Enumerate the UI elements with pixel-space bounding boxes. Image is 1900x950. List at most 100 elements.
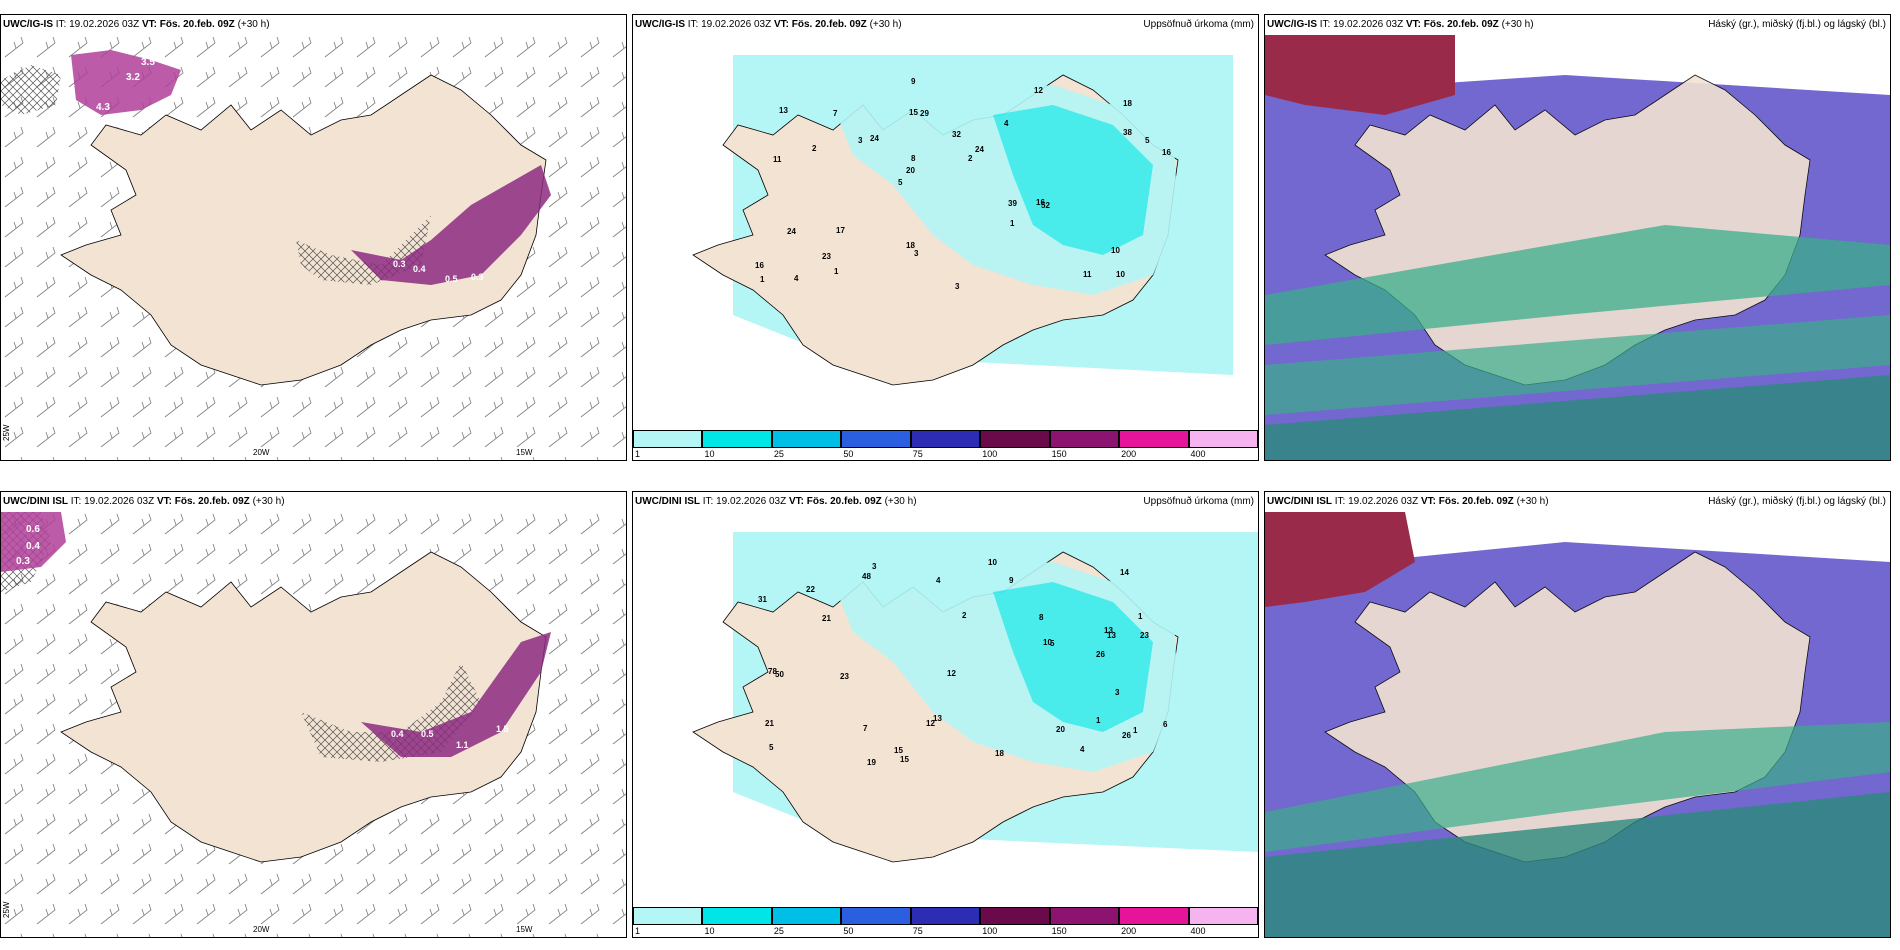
precip-value: 4: [936, 576, 941, 585]
precip-map: 1112531371421233126152122264813137850181…: [692, 532, 1258, 863]
precip-value: 3: [955, 282, 960, 291]
precip-value: 32: [952, 130, 961, 139]
precip-value: 18: [906, 241, 915, 250]
precip-value: 39: [1008, 199, 1017, 208]
precip-value: 26: [1122, 731, 1131, 740]
precip-value: 5: [1145, 136, 1150, 145]
precip-value: 5: [1050, 639, 1055, 648]
svg-text:0.4: 0.4: [391, 729, 404, 739]
purple-precip-se: [361, 632, 551, 757]
precip-value: 13: [1104, 626, 1113, 635]
precip-value: 24: [787, 227, 796, 236]
wind-map: 3.5 3.2 4.3 0.3 0.4 0.5 0.3 20W 15W 25W: [1, 35, 626, 460]
legend-swatch: [841, 907, 911, 925]
precip-value: 18: [995, 749, 1004, 758]
legend-label: 400: [1190, 926, 1206, 936]
legend-swatch: [771, 907, 842, 925]
precip-value: 17: [836, 226, 845, 235]
panel-header: UWC/IG-IS IT: 19.02.2026 03Z VT: Fös. 20…: [1267, 19, 1534, 30]
precip-value: 6: [1163, 720, 1168, 729]
legend-swatch: [980, 430, 1050, 448]
precip-value: 15: [894, 746, 903, 755]
precip-value: 52: [1041, 201, 1050, 210]
svg-text:0.5: 0.5: [421, 729, 434, 739]
legend-label: 100: [982, 926, 998, 936]
legend-label: 10: [704, 449, 715, 459]
svg-text:0.5: 0.5: [445, 274, 458, 284]
precip-value: 10: [1111, 246, 1120, 255]
precip-value: 20: [1056, 725, 1065, 734]
legend-swatch: [633, 907, 703, 925]
panel-precip-ig-is: UWC/IG-IS IT: 19.02.2026 03Z VT: Fös. 20…: [632, 14, 1259, 461]
precip-value: 50: [775, 670, 784, 679]
precip-value: 10: [988, 558, 997, 567]
legend-swatch: [702, 907, 772, 925]
precip-value: 13: [779, 106, 788, 115]
iceland-land: [60, 551, 547, 863]
svg-text:20W: 20W: [253, 925, 270, 934]
precip-value: 9: [911, 77, 916, 86]
legend-swatch: [1188, 907, 1258, 925]
legend-label: 50: [843, 449, 854, 459]
svg-text:20W: 20W: [253, 448, 270, 457]
svg-text:15W: 15W: [516, 925, 533, 934]
svg-text:15W: 15W: [516, 448, 533, 457]
precip-value: 5: [769, 743, 774, 752]
svg-text:3.5: 3.5: [141, 57, 155, 68]
svg-text:25W: 25W: [2, 901, 11, 918]
panel-precip-dini: UWC/DINI ISL IT: 19.02.2026 03Z VT: Fös.…: [632, 491, 1259, 938]
panel-title: Uppsöfnuð úrkoma (mm): [1143, 19, 1254, 30]
precip-value: 23: [1140, 631, 1149, 640]
legend-swatch: [633, 430, 703, 448]
legend-label: 25: [773, 926, 784, 936]
precip-map: 1011185441532242416232924521391639382018…: [692, 55, 1233, 386]
precip-value: 15: [909, 108, 918, 117]
precip-value: 16: [1036, 198, 1045, 207]
precip-value: 21: [822, 614, 831, 623]
legend-swatch: [1188, 430, 1258, 448]
precip-value: 1: [1096, 716, 1101, 725]
precip-value: 4: [1080, 745, 1085, 754]
precip-value: 12: [1034, 86, 1043, 95]
precip-value: 3: [858, 136, 863, 145]
legend-label: 10: [704, 926, 715, 936]
panel-clouds-dini: UWC/DINI ISL IT: 19.02.2026 03Z VT: Fös.…: [1264, 491, 1891, 938]
precip-value: 1: [1138, 612, 1143, 621]
legend-label: 50: [843, 926, 854, 936]
legend-swatch: [980, 907, 1050, 925]
legend-swatch: [1119, 907, 1189, 925]
svg-text:0.4: 0.4: [26, 541, 40, 552]
legend-label: 75: [912, 449, 923, 459]
legend-label: 100: [982, 449, 998, 459]
precip-value: 23: [840, 672, 849, 681]
panel-header: UWC/DINI ISL IT: 19.02.2026 03Z VT: Fös.…: [3, 496, 285, 507]
panel-header: UWC/IG-IS IT: 19.02.2026 03Z VT: Fös. 20…: [3, 19, 270, 30]
precip-value: 7: [863, 724, 868, 733]
precip-value: 29: [920, 109, 929, 118]
precip-value: 22: [806, 585, 815, 594]
precip-value: 19: [867, 758, 876, 767]
precip-value: 13: [933, 714, 942, 723]
svg-text:0.3: 0.3: [393, 259, 406, 269]
precip-value: 3: [1115, 688, 1120, 697]
svg-text:0.4: 0.4: [413, 264, 426, 274]
legend-swatch: [841, 430, 911, 448]
svg-text:0.3: 0.3: [16, 556, 30, 567]
precip-value: 24: [870, 134, 879, 143]
svg-text:25W: 25W: [2, 424, 11, 441]
legend-label: 1: [635, 449, 641, 459]
legend-swatch: [1049, 907, 1120, 925]
legend-swatch: [910, 907, 981, 925]
svg-text:1.1: 1.1: [456, 740, 469, 750]
precip-value: 2: [812, 144, 817, 153]
wind-map: 0.6 0.4 0.3 0.4 0.5 1.1 1.5 20W 15W 25W: [1, 512, 626, 937]
legend-swatch: [1119, 430, 1189, 448]
precip-value: 8: [911, 154, 916, 163]
legend-label: 75: [912, 926, 923, 936]
panel-header: UWC/DINI ISL IT: 19.02.2026 03Z VT: Fös.…: [1267, 496, 1549, 507]
precip-value: 3: [914, 249, 919, 258]
iceland-land: [60, 74, 547, 386]
precip-value: 9: [1009, 576, 1014, 585]
svg-text:1.5: 1.5: [496, 724, 509, 734]
precip-value: 2: [962, 611, 967, 620]
